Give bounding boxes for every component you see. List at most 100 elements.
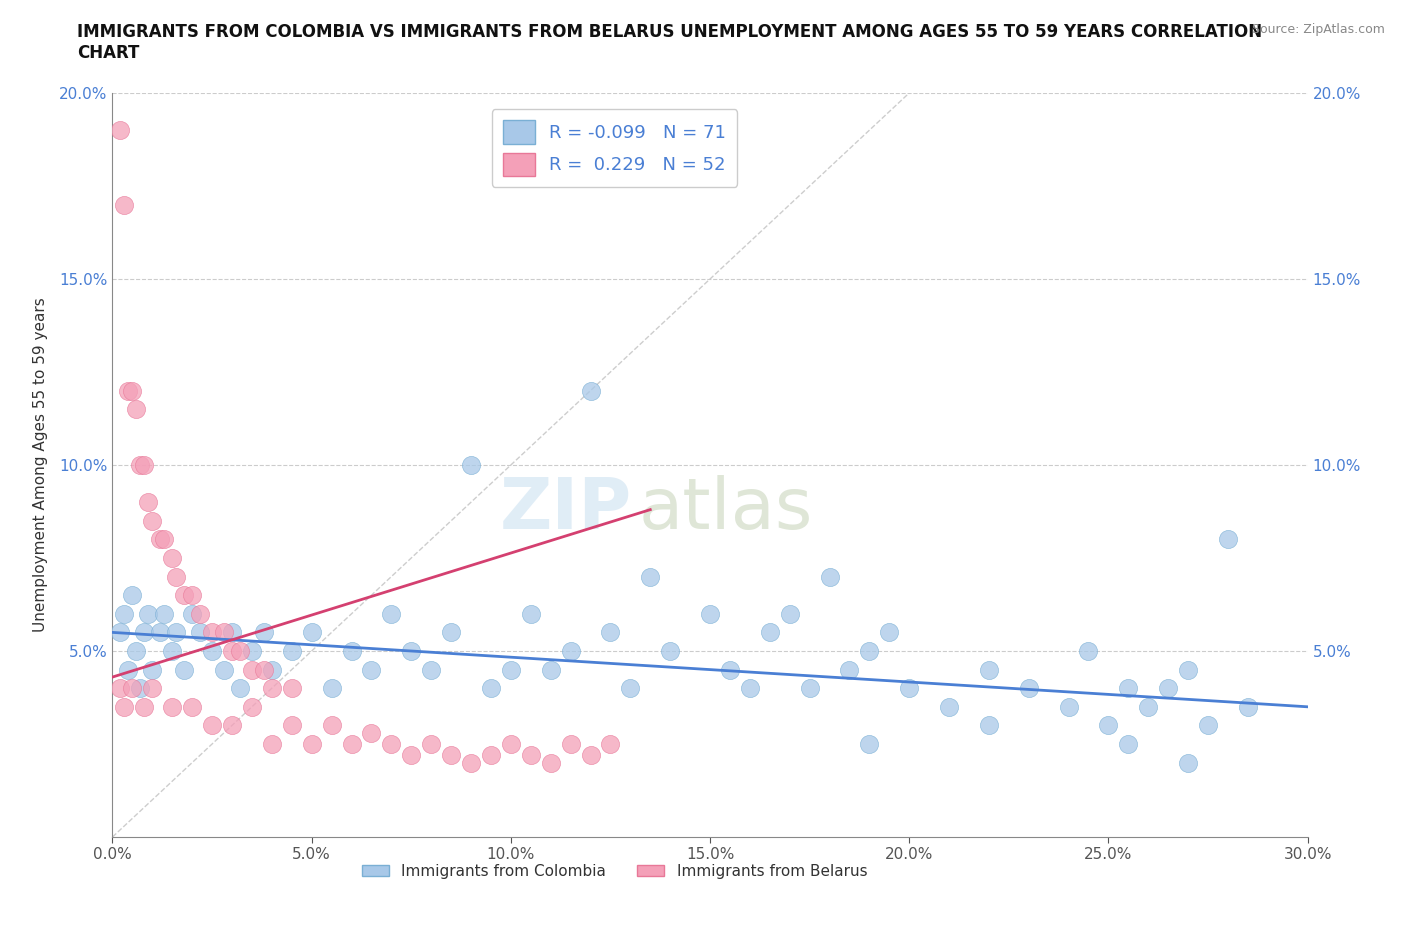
Point <box>141 681 163 696</box>
Point <box>121 383 143 398</box>
Point <box>1197 718 1219 733</box>
Point <box>229 644 252 658</box>
Point <box>779 606 801 621</box>
Point <box>360 725 382 740</box>
Point <box>125 644 148 658</box>
Point <box>440 625 463 640</box>
Point <box>260 681 283 696</box>
Point <box>181 606 204 621</box>
Point <box>858 737 880 751</box>
Point <box>759 625 782 640</box>
Point <box>540 662 562 677</box>
Point <box>360 662 382 677</box>
Point <box>281 718 304 733</box>
Point <box>125 402 148 417</box>
Point <box>153 606 176 621</box>
Point <box>1057 699 1080 714</box>
Point <box>460 755 482 770</box>
Y-axis label: Unemployment Among Ages 55 to 59 years: Unemployment Among Ages 55 to 59 years <box>34 298 48 632</box>
Point <box>1077 644 1099 658</box>
Point <box>162 551 183 565</box>
Point <box>420 662 443 677</box>
Point <box>201 718 224 733</box>
Text: atlas: atlas <box>638 475 813 544</box>
Point <box>560 644 582 658</box>
Point <box>1137 699 1160 714</box>
Point <box>818 569 841 584</box>
Point <box>977 718 1000 733</box>
Point <box>499 737 522 751</box>
Legend: Immigrants from Colombia, Immigrants from Belarus: Immigrants from Colombia, Immigrants fro… <box>356 858 873 885</box>
Point <box>260 737 283 751</box>
Point <box>138 606 160 621</box>
Point <box>321 718 343 733</box>
Point <box>134 625 156 640</box>
Point <box>153 532 176 547</box>
Point <box>321 681 343 696</box>
Point <box>619 681 641 696</box>
Point <box>110 625 132 640</box>
Point <box>134 458 156 472</box>
Point <box>938 699 960 714</box>
Point <box>599 737 621 751</box>
Point <box>253 662 276 677</box>
Point <box>240 699 263 714</box>
Point <box>401 644 423 658</box>
Point <box>340 737 363 751</box>
Point <box>201 625 224 640</box>
Point <box>301 625 323 640</box>
Point <box>977 662 1000 677</box>
Point <box>165 569 187 584</box>
Point <box>114 699 135 714</box>
Point <box>838 662 860 677</box>
Point <box>117 662 139 677</box>
Point <box>221 644 243 658</box>
Point <box>162 699 183 714</box>
Point <box>420 737 443 751</box>
Point <box>134 699 156 714</box>
Point <box>229 681 252 696</box>
Point <box>301 737 323 751</box>
Point <box>1118 681 1140 696</box>
Point <box>898 681 921 696</box>
Point <box>260 662 283 677</box>
Point <box>599 625 621 640</box>
Point <box>579 748 602 763</box>
Point <box>212 625 235 640</box>
Point <box>253 625 276 640</box>
Point <box>579 383 602 398</box>
Point <box>479 681 502 696</box>
Point <box>110 123 132 138</box>
Point <box>129 458 152 472</box>
Point <box>499 662 522 677</box>
Point <box>281 644 304 658</box>
Point <box>121 588 143 603</box>
Point <box>1177 662 1199 677</box>
Point <box>181 588 204 603</box>
Text: Source: ZipAtlas.com: Source: ZipAtlas.com <box>1251 23 1385 36</box>
Point <box>340 644 363 658</box>
Point <box>173 588 195 603</box>
Point <box>479 748 502 763</box>
Point <box>240 662 263 677</box>
Point <box>560 737 582 751</box>
Point <box>129 681 152 696</box>
Point <box>659 644 682 658</box>
Point <box>162 644 183 658</box>
Point <box>149 532 172 547</box>
Point <box>401 748 423 763</box>
Point <box>114 606 135 621</box>
Point <box>640 569 662 584</box>
Point <box>440 748 463 763</box>
Point <box>117 383 139 398</box>
Point <box>212 662 235 677</box>
Point <box>540 755 562 770</box>
Point <box>281 681 304 696</box>
Point <box>1177 755 1199 770</box>
Point <box>121 681 143 696</box>
Text: IMMIGRANTS FROM COLOMBIA VS IMMIGRANTS FROM BELARUS UNEMPLOYMENT AMONG AGES 55 T: IMMIGRANTS FROM COLOMBIA VS IMMIGRANTS F… <box>77 23 1263 62</box>
Point <box>1118 737 1140 751</box>
Point <box>201 644 224 658</box>
Text: ZIP: ZIP <box>501 475 633 544</box>
Point <box>718 662 741 677</box>
